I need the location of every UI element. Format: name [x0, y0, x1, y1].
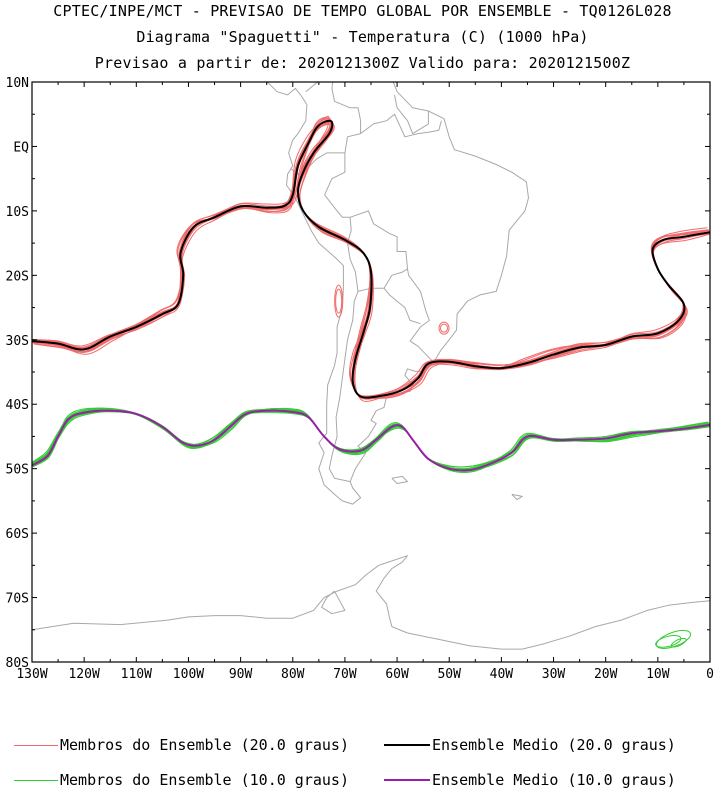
lon-tick-label: 90W	[229, 667, 253, 682]
lat-tick-label: 60S	[6, 527, 29, 542]
legend-swatch-members-10	[14, 779, 58, 781]
coast-south-georgia	[511, 493, 523, 501]
ensemble-member-20-7	[32, 121, 710, 398]
ensemble-member-20-1	[32, 120, 710, 399]
ensemble-member-20-closed-contour-3	[438, 321, 450, 335]
lon-tick-label: 110W	[121, 667, 152, 682]
lon-tick-label: 130W	[16, 667, 47, 682]
lat-tick-label: 80S	[6, 656, 29, 671]
border-paraguay	[383, 287, 421, 325]
coast-alexander-island	[321, 590, 346, 615]
ensemble-members-20-layer	[32, 115, 710, 402]
ensemble-member-20-12	[32, 118, 709, 397]
ensemble-member-10-1	[32, 409, 710, 470]
ensemble-member-20-2	[32, 118, 710, 400]
lat-tick-label: 10N	[6, 76, 29, 91]
ensemble-member-20-11	[32, 122, 710, 398]
border-andes	[328, 217, 359, 483]
ensemble-member-20-10	[32, 117, 709, 400]
lon-tick-label: 50W	[437, 667, 461, 682]
legend-item-members-10: Membros do Ensemble (10.0 graus)	[14, 771, 349, 789]
lon-tick-label: 20W	[594, 667, 618, 682]
lat-tick-label: 20S	[6, 269, 29, 284]
lat-tick-label: 40S	[6, 398, 29, 413]
lon-tick-label: 70W	[333, 667, 357, 682]
ensemble-member-20-9	[32, 115, 708, 399]
border-bolivia-south	[357, 268, 408, 292]
lat-tick-label: 70S	[6, 592, 29, 607]
legend-item-mean-20: Ensemble Medio (20.0 graus)	[384, 736, 676, 754]
lat-tick-label: EQ	[13, 140, 29, 155]
lat-tick-label: 50S	[6, 463, 29, 478]
ensemble-member-20-5	[32, 123, 710, 399]
legend-item-mean-10: Ensemble Medio (10.0 graus)	[384, 771, 676, 789]
legend-label-mean-10: Ensemble Medio (10.0 graus)	[432, 771, 676, 789]
lon-tick-label: 60W	[385, 667, 409, 682]
lon-tick-label: 100W	[173, 667, 204, 682]
title-line-1: CPTEC/INPE/MCT - PREVISAO DE TEMPO GLOBA…	[53, 2, 672, 20]
ensemble-mean-20-line	[32, 119, 710, 399]
lon-tick-label: 10W	[646, 667, 670, 682]
lon-tick-label: 0	[706, 667, 714, 682]
border-brazil-north	[324, 113, 442, 196]
lon-tick-label: 120W	[68, 667, 99, 682]
coast-antarctica	[32, 555, 710, 650]
coast-south-america	[266, 82, 529, 505]
legend-label-members-20: Membros do Ensemble (20.0 graus)	[60, 736, 349, 754]
legend-swatch-members-20	[14, 744, 58, 746]
ensemble-member-20-4	[32, 122, 710, 402]
ensemble-mean-10-line	[32, 409, 710, 472]
ensemble-member-10-closed-contour-3	[670, 637, 687, 648]
lon-tick-label: 80W	[281, 667, 305, 682]
lat-tick-label: 10S	[6, 205, 29, 220]
map-frame	[31, 81, 711, 663]
coastline-layer	[32, 82, 710, 650]
ensemble-member-20-3	[33, 117, 710, 399]
ensemble-member-20-6	[32, 118, 710, 399]
title-line-3: Previsao a partir de: 2020121300Z Valido…	[94, 54, 631, 72]
map-area	[32, 82, 710, 650]
legend-swatch-mean-20	[384, 744, 430, 746]
ensemble-mean-layer	[32, 119, 710, 472]
ensemble-member-20-closed-contour-4	[440, 323, 449, 333]
legend-item-members-20: Membros do Ensemble (20.0 graus)	[14, 736, 349, 754]
ensemble-member-20-closed-contour-1	[334, 284, 344, 318]
ensemble-member-20-closed-contour-2	[335, 288, 343, 314]
legend-label-members-10: Membros do Ensemble (10.0 graus)	[60, 771, 349, 789]
legend-label-mean-20: Ensemble Medio (20.0 graus)	[432, 736, 676, 754]
lon-tick-label: 40W	[490, 667, 514, 682]
ensemble-member-20-8	[33, 117, 709, 399]
lat-tick-label: 30S	[6, 334, 29, 349]
title-line-2: Diagrama "Spaguetti" - Temperatura (C) (…	[136, 28, 589, 46]
coast-falklands	[391, 475, 408, 484]
border-brazil-west	[324, 194, 434, 363]
ensemble-member-10-closed-contour-2	[655, 634, 682, 648]
border-guianas	[394, 94, 429, 135]
border-colombia-venezuela	[331, 82, 362, 134]
legend-swatch-mean-10	[384, 779, 430, 781]
lon-tick-label: 30W	[542, 667, 566, 682]
